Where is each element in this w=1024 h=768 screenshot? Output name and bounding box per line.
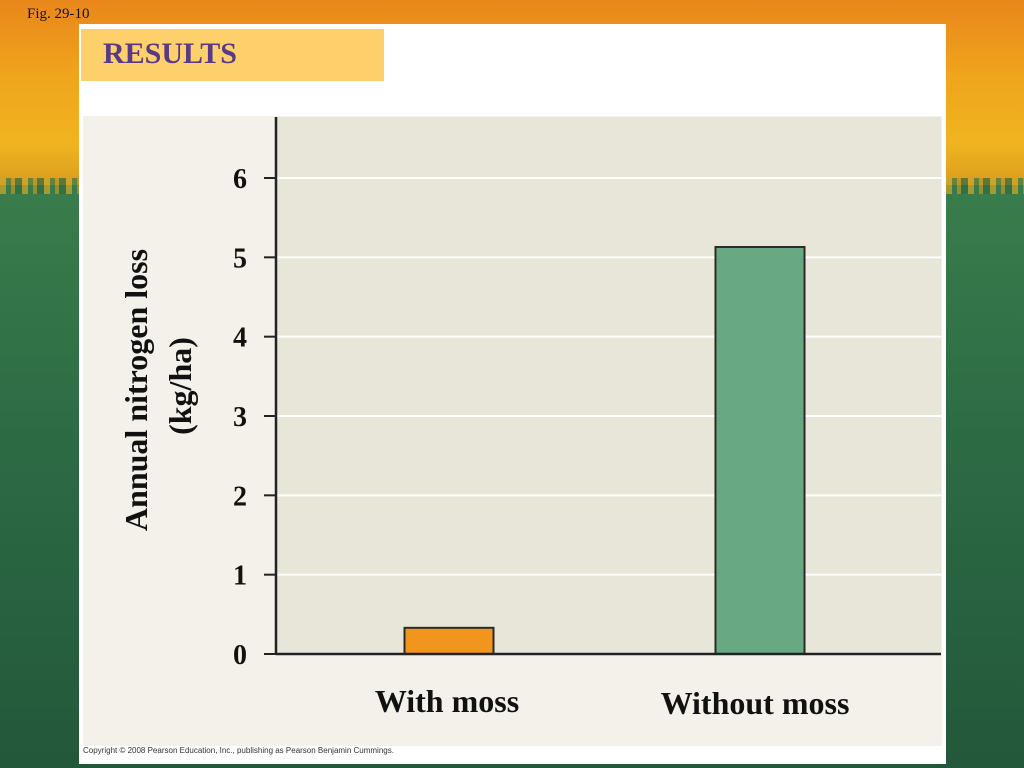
y-tick-label: 6: [233, 164, 247, 195]
results-heading-box: RESULTS: [81, 29, 384, 81]
results-heading: RESULTS: [103, 37, 237, 70]
y-tick-label: 2: [233, 481, 247, 512]
x-category-labels: With moss Without moss: [375, 683, 850, 721]
x-category-label: With moss: [375, 683, 519, 719]
plot-area: [276, 117, 941, 654]
copyright-notice: Copyright © 2008 Pearson Education, Inc.…: [83, 746, 394, 755]
bar-with-moss: [403, 626, 495, 656]
y-tick-label: 4: [233, 323, 247, 354]
y-axis-title-line-2: (kg/ha): [162, 337, 198, 435]
y-tick-label: 0: [233, 640, 247, 671]
bar-without-moss: [714, 246, 806, 656]
y-ticks: 0 1 2 3 4 5 6: [233, 164, 276, 671]
figure-label: Fig. 29-10: [27, 6, 90, 22]
x-category-label: Without moss: [661, 685, 850, 721]
y-axis-title: Annual nitrogen loss (kg/ha): [118, 241, 198, 531]
y-tick-label: 3: [233, 402, 247, 433]
y-axis-title-line-1: Annual nitrogen loss: [118, 249, 154, 531]
bars: [403, 246, 806, 656]
gridlines: [276, 177, 941, 576]
y-tick-label: 1: [233, 561, 247, 592]
y-tick-label: 5: [233, 243, 247, 274]
